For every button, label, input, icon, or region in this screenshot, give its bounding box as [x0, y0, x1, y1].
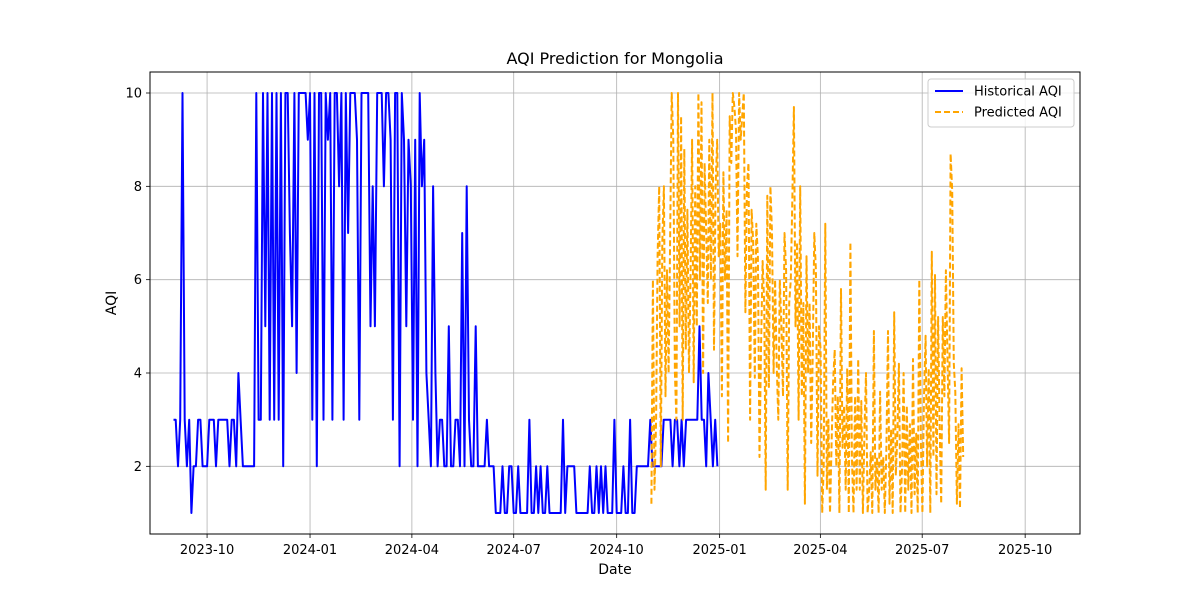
x-tick-label: 2025-07	[895, 543, 949, 558]
series-historical-line	[173, 92, 719, 514]
x-tick-label: 2024-01	[283, 543, 337, 558]
legend: Historical AQI Predicted AQI	[927, 78, 1075, 128]
x-axis-title: Date	[598, 562, 631, 578]
x-tick-label: 2023-10	[180, 543, 234, 558]
legend-label-historical: Historical AQI	[974, 85, 1062, 100]
chart-title: AQI Prediction for Mongolia	[506, 49, 723, 68]
plot-frame	[149, 71, 1081, 535]
legend-box	[927, 78, 1075, 128]
y-axis: 2 4 6 8 10	[125, 87, 150, 475]
series-predicted-line	[650, 92, 965, 514]
y-tick-label: 8	[134, 180, 142, 195]
y-tick-label: 4	[134, 367, 142, 382]
plot-lines	[173, 92, 965, 514]
x-axis: 2023-10 2024-01 2024-04 2024-07 2024-10 2025-…	[180, 534, 1052, 558]
x-tick-label: 2025-01	[692, 543, 746, 558]
x-tick-label: 2024-04	[385, 543, 439, 558]
x-tick-label: 2024-07	[487, 543, 541, 558]
y-tick-label: 6	[134, 273, 142, 288]
x-tick-label: 2025-04	[793, 543, 847, 558]
x-tick-label: 2024-10	[590, 543, 644, 558]
y-tick-label: 2	[134, 460, 142, 475]
y-axis-title: AQI	[104, 291, 120, 315]
legend-label-predicted: Predicted AQI	[974, 106, 1062, 121]
y-tick-label: 10	[125, 87, 142, 102]
x-tick-label: 2025-10	[998, 543, 1052, 558]
